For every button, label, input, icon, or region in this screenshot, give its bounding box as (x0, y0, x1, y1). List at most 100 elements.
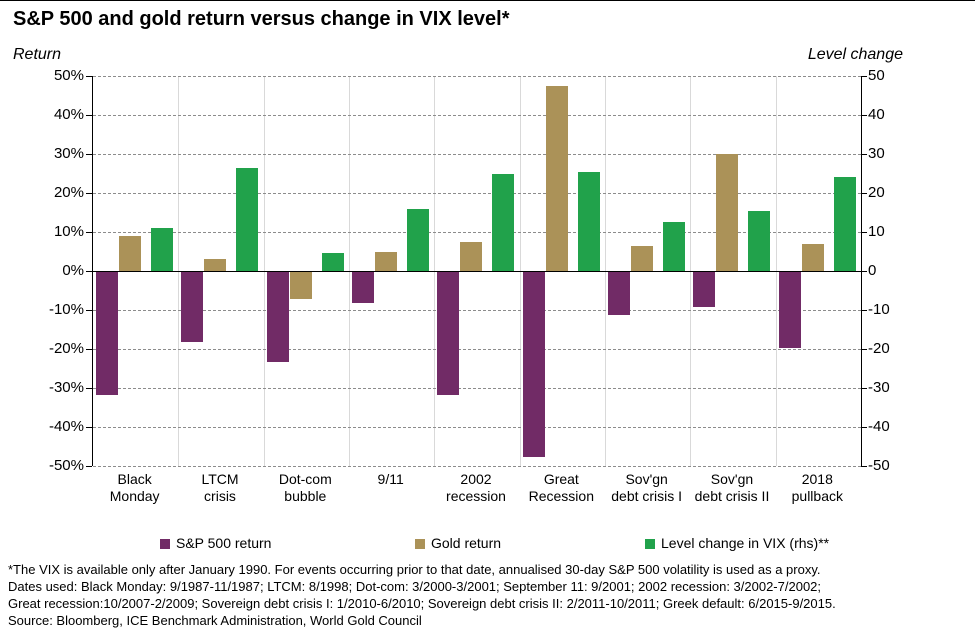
footnote-line: Source: Bloomberg, ICE Benchmark Adminis… (8, 613, 422, 628)
category-label-line: 2002 (460, 471, 492, 487)
tick-right (861, 193, 867, 194)
category-label: Sov'gn debt crisis I (604, 471, 689, 505)
horizontal-gridline (93, 76, 861, 77)
category-label-line: 9/11 (377, 471, 404, 487)
bar-level-change-in-vix-rhs-6 (663, 222, 685, 271)
legend-item-sp500: S&P 500 return (160, 535, 271, 551)
legend-swatch (645, 539, 655, 549)
tick-right (861, 427, 867, 428)
tick-left (86, 349, 92, 350)
tick-left (86, 427, 92, 428)
bar-s-p-500-return-0 (96, 272, 118, 395)
category-label-line: Great (543, 471, 579, 487)
left-axis-tick-label: 20% (53, 184, 84, 201)
legend-swatch (160, 539, 170, 549)
legend: S&P 500 return Gold return Level change … (0, 535, 975, 555)
right-axis-tick-label: 10 (868, 223, 885, 240)
bar-level-change-in-vix-rhs-2 (321, 253, 344, 271)
bar-gold-return-4 (460, 241, 483, 271)
footnote-line: Great recession:10/2007-2/2009; Sovereig… (8, 596, 836, 611)
horizontal-gridline (93, 154, 861, 155)
left-axis-tick-label: 40% (53, 106, 84, 123)
tick-left (86, 76, 92, 77)
right-axis-tick-label: -30 (868, 379, 890, 396)
tick-left (86, 466, 92, 467)
left-axis-tick-label: 10% (53, 223, 84, 240)
category-label: 2002 recession (433, 471, 518, 505)
right-axis-tick-label: 30 (868, 145, 885, 162)
category-label-line: bubble (284, 488, 327, 504)
right-axis-tick-label: 0 (868, 262, 877, 279)
bar-s-p-500-return-3 (352, 272, 374, 304)
right-axis-tick-label: -10 (868, 301, 890, 318)
bar-level-change-in-vix-rhs-0 (151, 228, 173, 271)
horizontal-gridline (93, 388, 861, 389)
tick-right (861, 271, 867, 272)
category-label-line: Sov'gn (710, 471, 754, 487)
bar-gold-return-7 (716, 154, 739, 271)
bar-s-p-500-return-8 (778, 272, 801, 349)
tick-right (861, 115, 867, 116)
category-label: 9/11 (348, 471, 433, 488)
horizontal-gridline (93, 232, 861, 233)
category-label: LTCM crisis (177, 471, 262, 505)
bar-s-p-500-return-7 (693, 272, 716, 308)
bar-gold-return-1 (204, 259, 227, 271)
bar-level-change-in-vix-rhs-8 (833, 177, 856, 271)
bar-level-change-in-vix-rhs-3 (407, 208, 429, 271)
plot-area (92, 76, 862, 467)
bar-s-p-500-return-1 (181, 272, 204, 343)
left-axis-tick-label: -30% (48, 379, 84, 396)
category-label-line: Sov'gn (625, 471, 668, 487)
bar-level-change-in-vix-rhs-4 (492, 173, 515, 271)
horizontal-gridline (93, 349, 861, 350)
page-title: S&P 500 and gold return versus change in… (13, 8, 510, 30)
left-axis-tick-label: -10% (48, 301, 84, 318)
category-label-line: LTCM (201, 471, 239, 487)
left-axis-tick-label: 30% (53, 145, 84, 162)
bar-gold-return-5 (545, 85, 568, 271)
category-label-line: Black (117, 471, 152, 487)
category-label-line: debt crisis I (611, 488, 683, 504)
legend-label: Gold return (431, 535, 502, 551)
left-axis-caption: Return (13, 46, 62, 63)
legend-label: Level change in VIX (rhs)** (661, 535, 830, 551)
category-label-line: crisis (204, 488, 236, 504)
tick-right (861, 388, 867, 389)
legend-swatch (415, 539, 425, 549)
zero-line (93, 271, 861, 272)
tick-right (861, 349, 867, 350)
tick-left (86, 154, 92, 155)
footnote-line: *The VIX is available only after January… (8, 562, 821, 577)
footnote-line: Dates used: Black Monday: 9/1987-11/1987… (8, 579, 822, 594)
bar-gold-return-6 (631, 245, 653, 271)
bar-s-p-500-return-4 (437, 272, 460, 395)
horizontal-gridline (93, 427, 861, 428)
category-label-line: Monday (109, 488, 160, 504)
horizontal-gridline (93, 466, 861, 467)
tick-left (86, 388, 92, 389)
category-label-line: Dot-com (278, 471, 332, 487)
category-label: 2018 pullback (775, 471, 860, 505)
right-axis-tick-label: 20 (868, 184, 885, 201)
legend-label: S&P 500 return (176, 535, 272, 551)
bar-gold-return-2 (289, 272, 312, 300)
tick-left (86, 115, 92, 116)
category-label-line: pullback (791, 488, 843, 504)
right-axis-tick-label: -50 (868, 457, 890, 474)
right-axis-tick-label: -40 (868, 418, 890, 435)
tick-left (86, 193, 92, 194)
category-label: Great Recession (519, 471, 604, 505)
left-axis-tick-label: -50% (48, 457, 84, 474)
right-axis-caption: Level change (807, 46, 903, 63)
category-label: Black Monday (92, 471, 177, 505)
bar-level-change-in-vix-rhs-5 (577, 171, 600, 271)
category-label-line: 2018 (801, 471, 833, 487)
tick-right (861, 466, 867, 467)
legend-item-vix: Level change in VIX (rhs)** (645, 535, 829, 551)
category-label-line: debt crisis II (694, 488, 770, 504)
horizontal-gridline (93, 310, 861, 311)
tick-right (861, 76, 867, 77)
bar-s-p-500-return-2 (266, 272, 289, 362)
horizontal-gridline (93, 115, 861, 116)
